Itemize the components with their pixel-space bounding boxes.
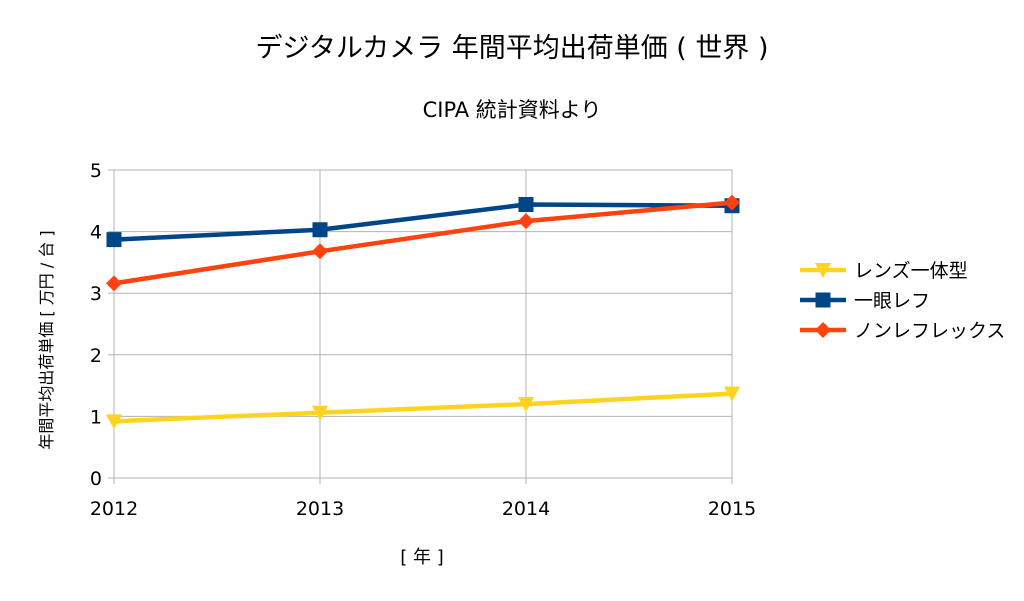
y-tick-label: 2 — [90, 345, 102, 367]
series-1 — [106, 196, 740, 248]
legend-marker — [815, 292, 831, 308]
data-point — [106, 414, 122, 430]
legend-label: レンズ一体型 — [854, 260, 968, 282]
data-point — [312, 405, 328, 421]
y-tick-label: 5 — [90, 160, 102, 182]
legend-marker — [815, 263, 831, 278]
legend-item: レンズ一体型 — [800, 260, 968, 282]
series-0 — [106, 386, 740, 430]
series-line — [111, 391, 735, 424]
series-line — [111, 200, 735, 286]
y-axis-label: 年間平均出荷単価 [ 万円 / 台 ] — [37, 230, 56, 449]
data-point — [106, 232, 122, 248]
data-point — [106, 275, 122, 292]
y-tick-label: 3 — [90, 283, 102, 305]
legend-label: ノンレフレックス — [854, 320, 1005, 342]
legend-marker — [815, 322, 831, 338]
plot-area — [106, 194, 740, 430]
y-tick-label: 4 — [90, 222, 102, 244]
data-point — [518, 213, 534, 230]
x-tick-label: 2014 — [502, 498, 550, 520]
data-point — [518, 196, 534, 212]
x-tick-label: 2012 — [90, 498, 138, 520]
y-tick-label: 0 — [90, 468, 102, 490]
data-point — [312, 222, 328, 238]
chart-subtitle: CIPA 統計資料より — [423, 98, 602, 122]
x-tick-label: 2013 — [296, 498, 344, 520]
data-point — [724, 194, 740, 211]
series-line — [111, 202, 735, 242]
x-tick-label: 2015 — [708, 498, 756, 520]
legend-label: 一眼レフ — [854, 290, 930, 312]
legend-item: ノンレフレックス — [800, 320, 1005, 342]
chart-title: デジタルカメラ 年間平均出荷単価 ( 世界 ) — [255, 33, 768, 64]
y-tick-label: 1 — [90, 406, 102, 428]
data-point — [724, 386, 740, 402]
series-2 — [106, 194, 740, 292]
axis-ticks: 0 1 2 3 4 5 2012 2013 2014 2015 — [90, 160, 756, 520]
data-point — [312, 243, 328, 260]
data-point — [518, 397, 534, 413]
x-axis-label: [ 年 ] — [400, 547, 444, 568]
legend-item: 一眼レフ — [800, 290, 930, 312]
